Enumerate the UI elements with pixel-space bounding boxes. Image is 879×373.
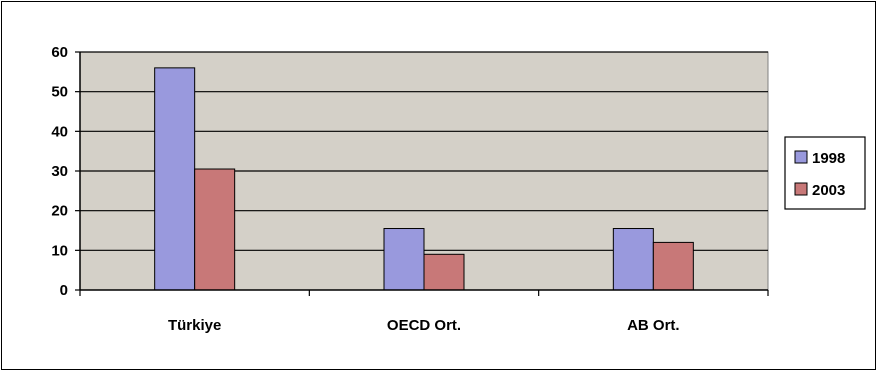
bar-1998-1 [383,228,425,291]
bar-2003-0 [194,168,236,291]
y-tick-label: 20 [51,203,68,220]
legend: 1998 2003 [784,136,866,210]
x-category-label: AB Ort. [627,317,680,334]
bars [154,67,694,291]
y-tick-labels: 0 10 20 30 40 50 60 [51,44,68,299]
x-category-label: Türkiye [168,317,221,334]
x-category-labels: Türkiye OECD Ort. AB Ort. [168,317,680,334]
bar-1998-0 [154,67,196,291]
bar-2003-2 [652,241,694,291]
bar-2003-1 [423,253,465,291]
y-tick-label: 30 [51,163,68,180]
legend-label-2003: 2003 [812,182,845,199]
y-tick-label: 10 [51,242,68,259]
x-category-label: OECD Ort. [387,317,461,334]
legend-swatch-1998 [794,150,808,164]
axes [75,51,769,296]
y-tick-label: 60 [51,44,68,61]
legend-label-1998: 1998 [812,150,845,167]
legend-box [784,136,866,210]
legend-swatch-2003 [794,182,808,196]
y-tick-label: 0 [60,282,68,299]
y-tick-label: 40 [51,123,68,140]
y-tick-label: 50 [51,84,68,101]
bar-1998-2 [612,228,654,291]
